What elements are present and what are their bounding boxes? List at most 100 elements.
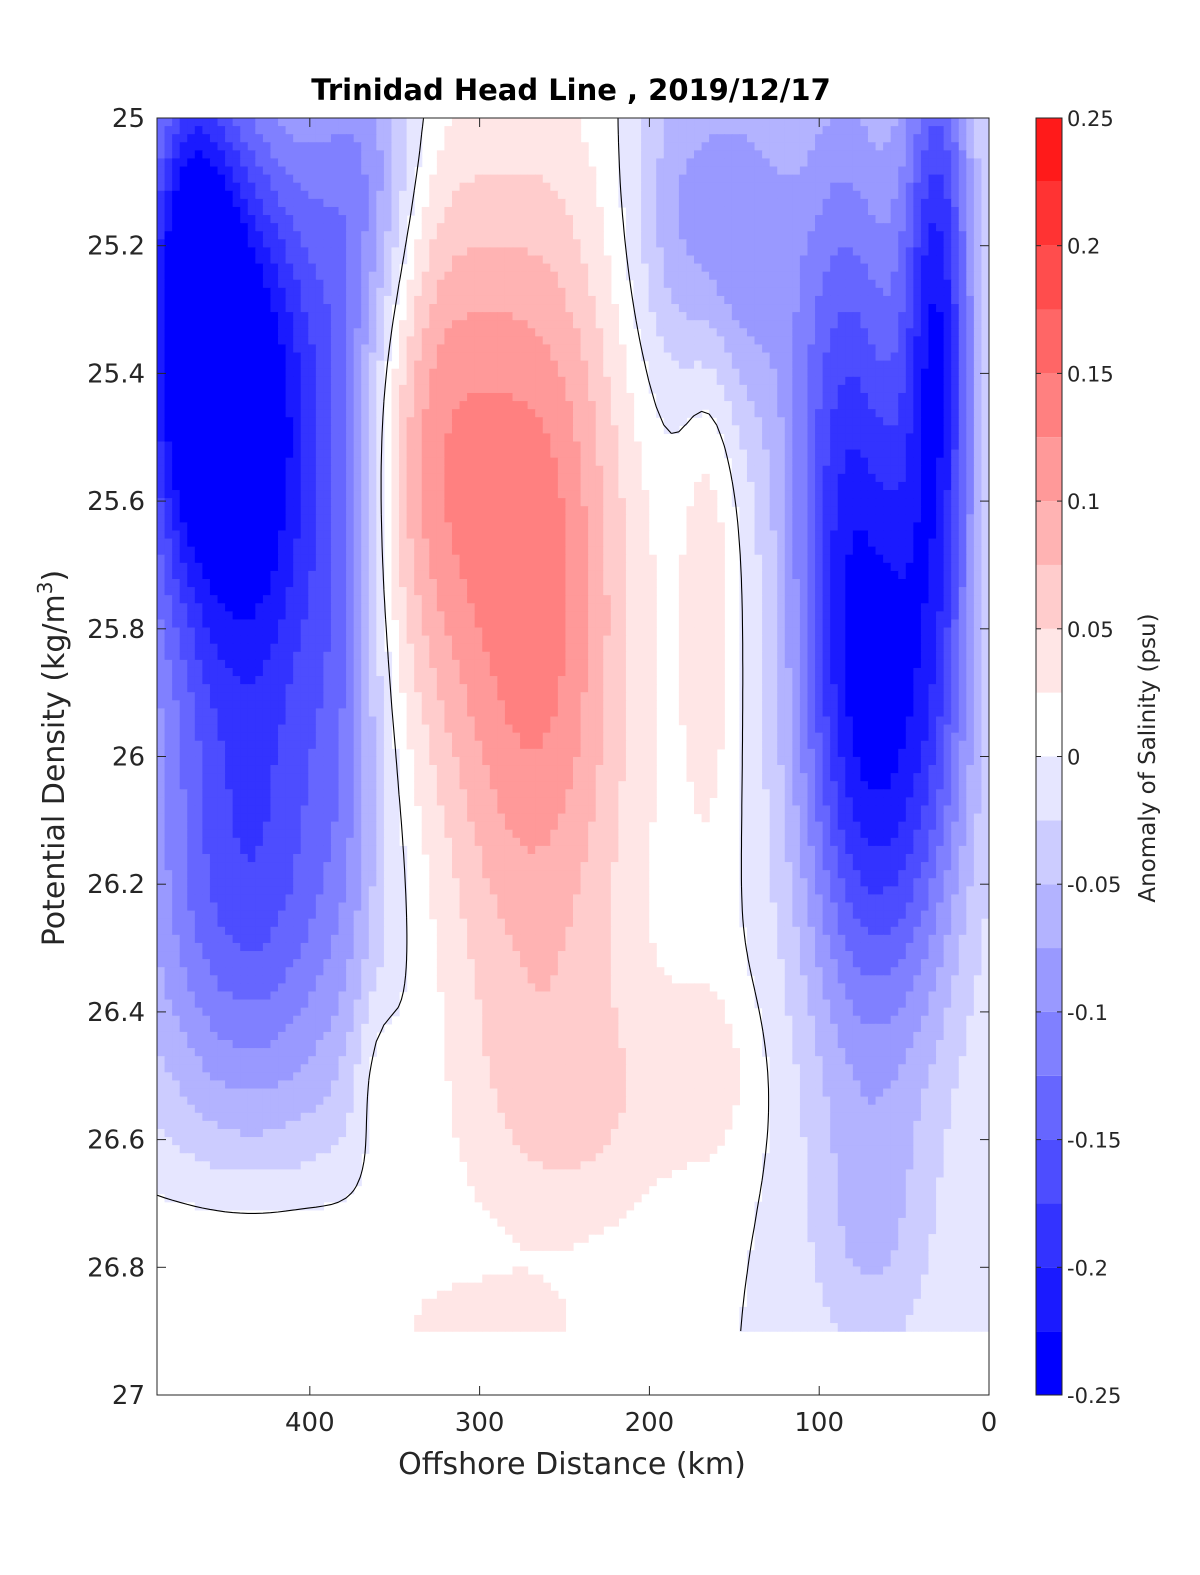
field-cell [497,384,506,394]
field-cell [232,401,241,410]
field-cell [512,304,521,313]
field-cell [157,392,166,402]
field-cell [701,190,710,200]
field-cell [920,352,930,362]
field-cell [875,247,884,257]
field-cell [913,449,922,459]
field-cell [542,328,551,337]
field-cell [436,271,446,281]
field-cell [383,206,393,216]
field-cell [739,344,748,354]
field-cell [315,441,324,451]
field-cell [656,215,665,224]
field-cell [550,118,559,127]
field-cell [353,255,362,265]
field-cell [852,215,862,224]
field-cell [459,473,468,483]
field-cell [489,360,498,370]
field-cell [792,409,801,418]
field-cell [278,376,287,386]
field-cell [209,118,219,127]
field-cell [867,279,877,289]
field-cell [588,287,597,297]
field-cell [595,255,604,265]
field-cell [837,295,846,305]
field-cell [860,352,869,362]
field-cell [361,174,370,184]
field-cell [497,182,506,192]
field-cell [187,126,196,135]
field-cell [497,247,506,257]
field-cell [784,295,793,305]
field-cell [240,384,249,394]
field-cell [376,352,385,362]
field-cell [489,449,498,459]
field-cell [777,158,786,168]
field-cell [852,336,862,346]
field-cell [315,206,324,216]
field-cell [648,134,657,143]
field-cell [315,255,324,265]
field-cell [716,158,725,168]
field-cell [202,320,211,329]
field-cell [830,150,839,160]
field-cell [610,312,619,321]
field-cell [769,401,778,410]
field-cell [852,174,862,184]
field-cell [225,481,234,491]
field-cell [973,457,983,467]
field-cell [936,263,945,273]
field-cell [784,279,793,289]
field-cell [527,328,536,337]
field-cell [436,417,446,426]
field-cell [232,150,241,160]
field-cell [815,287,824,297]
field-cell [512,255,521,265]
field-cell [323,498,332,507]
field-cell [436,215,446,224]
field-cell [867,417,877,426]
field-cell [777,182,786,192]
field-cell [376,425,385,435]
field-cell [754,118,763,127]
field-cell [535,376,544,386]
field-cell [913,126,922,135]
field-cell [172,126,181,135]
field-cell [535,158,544,168]
field-cell [179,174,188,184]
field-cell [883,498,892,507]
field-cell [951,328,960,337]
field-cell [338,295,347,305]
field-cell [565,457,574,467]
field-cell [217,425,226,435]
field-cell [225,206,234,216]
field-cell [278,287,287,297]
field-cell [777,255,786,265]
field-cell [399,352,408,362]
field-cell [588,320,597,329]
field-cell [338,376,347,386]
field-cell [792,401,801,410]
field-cell [444,182,453,192]
field-cell [550,134,559,143]
field-cell [694,166,703,176]
field-cell [482,182,491,192]
field-cell [951,142,960,151]
field-cell [353,287,362,297]
field-cell [172,449,181,459]
field-cell [361,198,370,208]
field-cell [951,352,960,362]
field-cell [807,457,816,467]
field-cell [860,384,869,394]
field-cell [951,312,960,321]
field-cell [633,231,642,240]
field-cell [482,490,491,499]
field-cell [580,449,589,459]
field-cell [731,409,740,418]
field-cell [777,441,786,451]
field-cell [172,271,181,281]
field-cell [459,490,468,499]
field-cell [716,166,725,176]
field-cell [739,287,748,297]
field-cell [308,392,317,402]
